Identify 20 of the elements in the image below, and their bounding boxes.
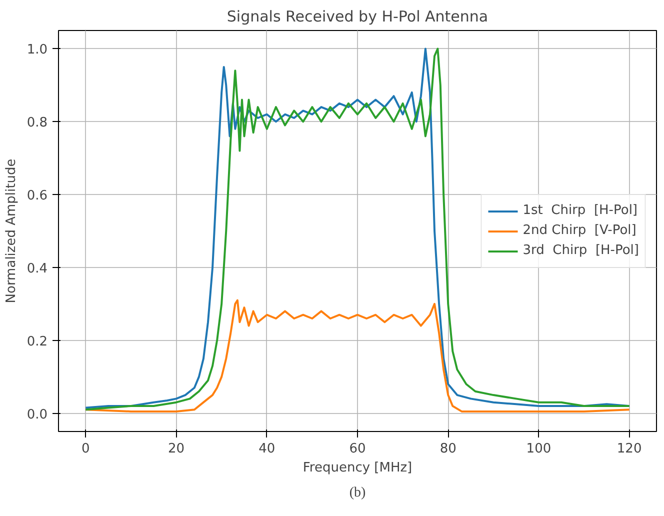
x-tick-label: 100: [526, 442, 552, 456]
x-tick-label: 60: [349, 442, 366, 456]
legend-label: 3rd Chirp [H-Pol]: [522, 243, 639, 258]
x-tick-label: 80: [440, 442, 456, 456]
x-tick-label: 0: [82, 442, 90, 456]
x-tick-label: 40: [258, 442, 276, 456]
y-tick-label: 0.8: [26, 116, 48, 131]
chart-title: Signals Received by H-Pol Antenna: [226, 8, 488, 26]
x-axis-title: Frequency [MHz]: [302, 460, 412, 476]
y-tick-label: 0.6: [26, 188, 48, 204]
y-tick-label: 0.4: [26, 261, 48, 276]
legend-label: 2nd Chirp [V-Pol]: [522, 223, 636, 238]
y-tick-label: 0.2: [26, 334, 48, 350]
text: (b): [349, 486, 366, 500]
x-tick-label: 120: [616, 442, 642, 456]
y-axis-title: Normalized Amplitude: [4, 158, 19, 304]
legend-label: 1st Chirp [H-Pol]: [522, 203, 638, 218]
x-tick-label: 20: [168, 442, 185, 456]
y-tick-label: 0.0: [26, 407, 48, 422]
y-tick-label: 1.0: [26, 42, 48, 58]
